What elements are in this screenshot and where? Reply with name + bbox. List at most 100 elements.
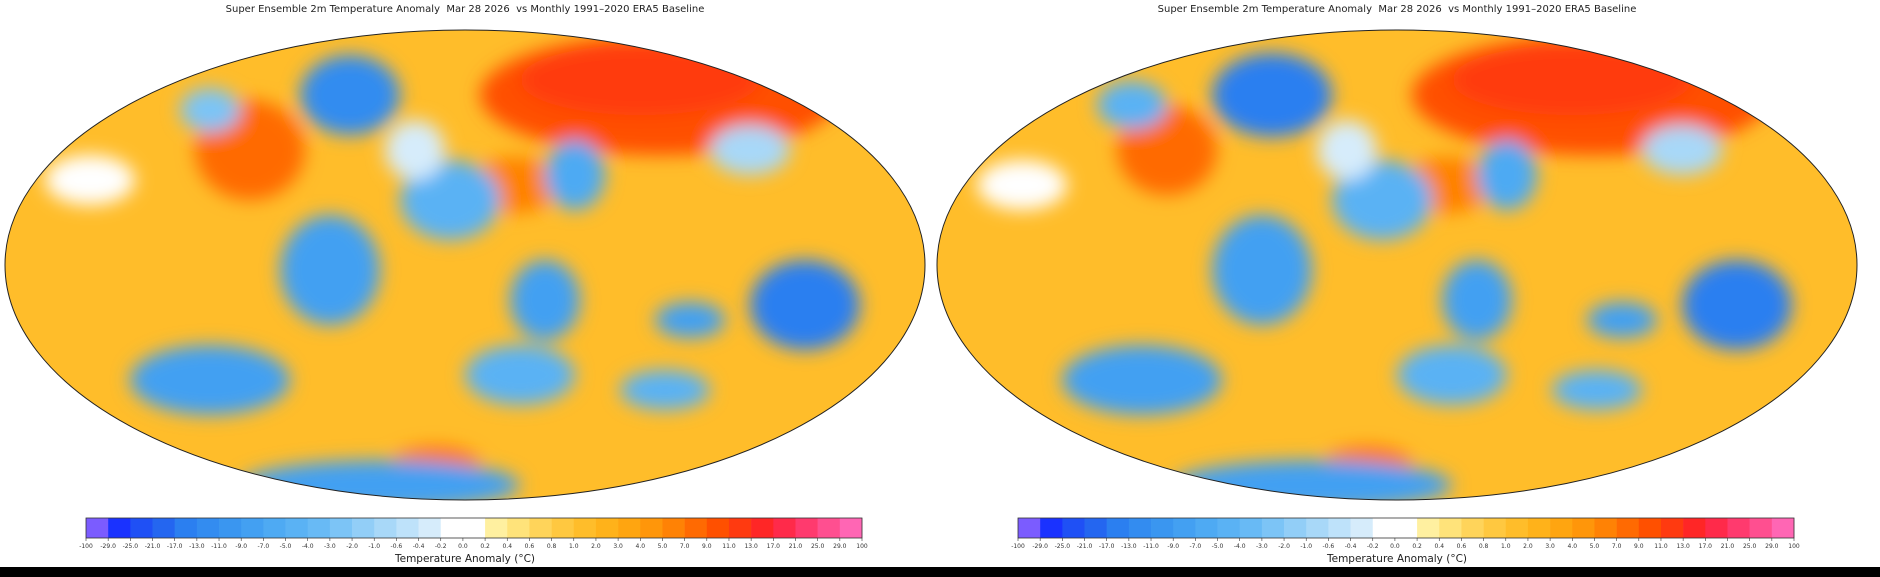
colorbar-segment xyxy=(618,518,641,538)
colorbar-segment xyxy=(1284,518,1307,538)
colorbar-tick-label: 7.0 xyxy=(1612,543,1622,550)
cool-patch-asia xyxy=(710,125,790,175)
cool-anomaly-antarctica xyxy=(1172,460,1452,500)
colorbar-tick-label: 3.0 xyxy=(1545,543,1555,550)
colorbar-tick-label: 17.0 xyxy=(767,543,781,550)
colorbar-tick-label: 2.0 xyxy=(591,543,601,550)
colorbar-tick-label: 13.0 xyxy=(1676,543,1690,550)
colorbar-segment xyxy=(1505,518,1529,538)
colorbar-tick-label: 29.0 xyxy=(1765,543,1779,550)
colorbar: -100 -29.0 -25.0 -21.0 -17.0 -13.0 -11.0 -9.0 -7… xyxy=(1011,517,1800,550)
colorbar-segment xyxy=(595,518,619,538)
colorbar-tick-label: 0.8 xyxy=(547,543,557,550)
map-frame xyxy=(936,29,1858,501)
colorbar-segment xyxy=(1394,518,1418,538)
colorbar-tick-label: 1.0 xyxy=(569,543,579,550)
colorbar-segment xyxy=(485,518,508,538)
colorbar-tick-label: -11.0 xyxy=(1143,543,1159,550)
colorbar-tick-label: -4.0 xyxy=(302,543,314,550)
colorbar-tick-label: -9.0 xyxy=(235,543,247,550)
colorbar-tick-label: 21.0 xyxy=(1721,543,1735,550)
colorbar-tick-label: -0.6 xyxy=(1323,543,1335,550)
colorbar-tick-label: -7.0 xyxy=(258,543,270,550)
colorbar-segment xyxy=(1660,518,1684,538)
colorbar-segment xyxy=(795,518,818,538)
map-panel-right: Super Ensemble 2m Temperature Anomaly Ma… xyxy=(932,0,1862,567)
colorbar-segment xyxy=(1550,518,1573,538)
colorbar-segment xyxy=(1616,518,1640,538)
colorbar-segment xyxy=(1705,518,1728,538)
colorbar-tick-label: 29.0 xyxy=(833,543,847,550)
cool-anomaly-southern-ocean xyxy=(1552,370,1642,410)
cool-anomaly-canada xyxy=(1212,53,1332,137)
colorbar-segment xyxy=(1062,518,1085,538)
colorbar-tick-label: -0.2 xyxy=(1367,543,1379,550)
colorbar-segment xyxy=(1727,518,1750,538)
colorbar-tick-label: 5.0 xyxy=(658,543,668,550)
neutral-patch-pacific xyxy=(45,155,135,205)
colorbar-border xyxy=(85,517,863,539)
cool-anomaly-australia xyxy=(750,260,860,350)
map-panel-left: Super Ensemble 2m Temperature Anomaly Ma… xyxy=(0,0,930,567)
colorbar-border xyxy=(1017,517,1795,539)
colorbar-tick-label: 4.0 xyxy=(636,543,646,550)
neutral-patch-pacific xyxy=(977,160,1067,210)
colorbar-segment xyxy=(1594,518,1617,538)
colorbar: -100 -29.0 -25.0 -21.0 -17.0 -13.0 -11.0 -9.0 -7… xyxy=(79,517,868,550)
colorbar-segment xyxy=(241,518,264,538)
colorbar-segment xyxy=(1572,518,1595,538)
colorbar-segment xyxy=(1106,518,1130,538)
colorbar-tick-label: 9.0 xyxy=(1634,543,1644,550)
colorbar-tick-label: -13.0 xyxy=(1121,543,1137,550)
colorbar-tick-label: -25.0 xyxy=(1055,543,1071,550)
cool-anomaly-indian-ocean xyxy=(1587,302,1657,338)
colorbar-segment xyxy=(86,518,109,538)
cool-anomaly-southern-ocean xyxy=(620,370,710,410)
colorbar-tick-label: -3.0 xyxy=(324,543,336,550)
cool-anomaly-south-atlantic xyxy=(465,345,575,405)
cool-anomaly-alaska xyxy=(180,88,240,132)
colorbar-tick-label: -11.0 xyxy=(211,543,227,550)
colorbar-tick-label: 9.0 xyxy=(702,543,712,550)
colorbar-segment xyxy=(1439,518,1462,538)
colorbar-segment xyxy=(1328,518,1351,538)
colorbar-tick-label: -1.0 xyxy=(1300,543,1312,550)
cool-anomaly-antarctica xyxy=(240,460,520,500)
colorbar-segment xyxy=(462,518,486,538)
colorbar-segment xyxy=(1306,518,1329,538)
colorbar-segment xyxy=(352,518,375,538)
colorbar-segment xyxy=(174,518,198,538)
colorbar-segment xyxy=(152,518,175,538)
cool-anomaly-alaska xyxy=(1097,81,1167,129)
colorbar-tick-label: -9.0 xyxy=(1167,543,1179,550)
colorbar-segment xyxy=(1749,518,1773,538)
colorbar-segment xyxy=(1483,518,1507,538)
colorbar-segment xyxy=(1638,518,1662,538)
colorbar-tick-label: 100 xyxy=(1788,543,1800,550)
colorbar-tick-label: 100 xyxy=(856,543,868,550)
cool-anomaly-south-africa xyxy=(510,260,580,340)
colorbar-tick-label: 1.0 xyxy=(1501,543,1511,550)
colorbar-segment xyxy=(1771,518,1795,538)
colorbar-segment xyxy=(773,518,796,538)
colorbar-tick-label: -0.4 xyxy=(1345,543,1357,550)
colorbar-segment xyxy=(573,518,597,538)
colorbar-tick-label: -4.0 xyxy=(1234,543,1246,550)
colorbar-tick-label: -21.0 xyxy=(145,543,161,550)
colorbar-segment xyxy=(1417,518,1440,538)
colorbar-segment xyxy=(307,518,331,538)
colorbar-tick-label: -5.0 xyxy=(1212,543,1224,550)
colorbar-tick-label: 5.0 xyxy=(1590,543,1600,550)
colorbar-segment xyxy=(1018,518,1041,538)
colorbar-tick-label: 25.0 xyxy=(811,543,825,550)
colorbar-tick-label: -29.0 xyxy=(1032,543,1048,550)
colorbar-tick-label: -0.6 xyxy=(391,543,403,550)
colorbar-segment xyxy=(529,518,552,538)
colorbar-segment xyxy=(1372,518,1396,538)
cool-anomaly-middle-east xyxy=(1477,140,1537,210)
colorbar-segment xyxy=(1461,518,1484,538)
colorbar-segment xyxy=(1040,518,1063,538)
colorbar-tick-label: 0.2 xyxy=(480,543,490,550)
colorbar-tick-label: 0.0 xyxy=(1390,543,1400,550)
anomaly-map-left: -100 -29.0 -25.0 -21.0 -17.0 -13.0 -11.0 -9.0 -7… xyxy=(4,29,926,550)
